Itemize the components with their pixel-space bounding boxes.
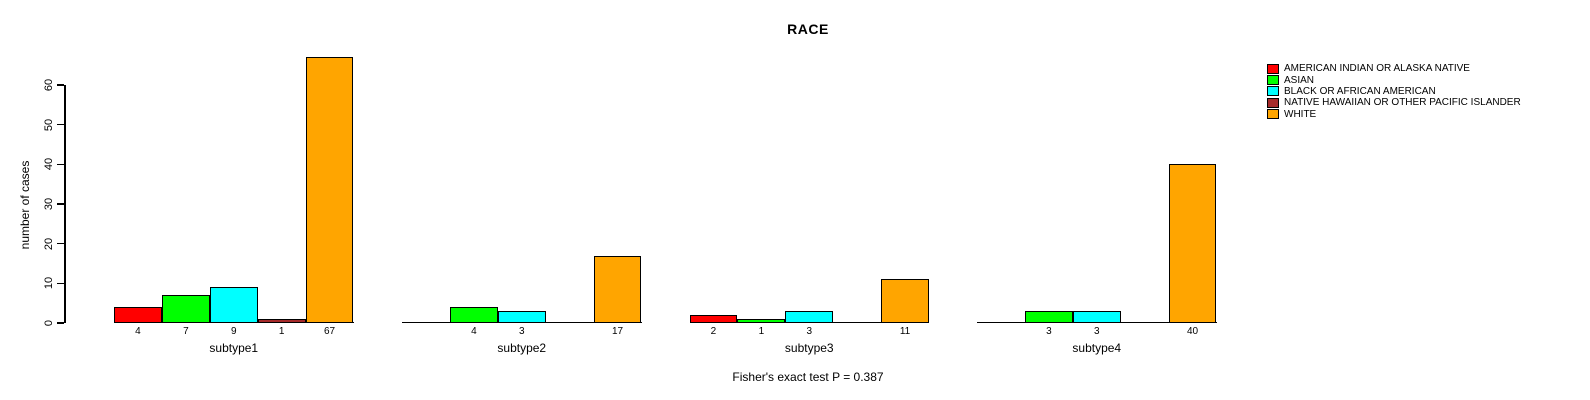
bar-value-label: 3 <box>518 326 525 337</box>
category-label: subtype1 <box>209 341 259 355</box>
bar-value-label: 1 <box>278 326 285 337</box>
y-axis-tick <box>57 203 64 205</box>
legend-swatch <box>1267 63 1279 74</box>
y-axis-tick <box>57 84 64 86</box>
y-axis-tick <box>57 242 64 245</box>
bar <box>737 319 786 323</box>
bar <box>689 315 738 323</box>
bar <box>593 255 642 323</box>
y-axis-line <box>64 85 66 323</box>
legend-swatch <box>1267 86 1279 97</box>
bar <box>1168 164 1217 323</box>
chart-title: RACE <box>787 21 829 37</box>
bar-value-label: 1 <box>758 326 765 337</box>
y-axis-tick <box>57 163 64 166</box>
bar-value-label: 3 <box>806 326 813 337</box>
bar <box>1024 311 1073 323</box>
legend-swatch <box>1267 109 1279 120</box>
y-axis-tick-label: 20 <box>43 237 55 250</box>
legend-label: BLACK OR AFRICAN AMERICAN <box>1284 85 1436 97</box>
bar-value-label: 3 <box>1046 326 1052 337</box>
legend-item: NATIVE HAWAIIAN OR OTHER PACIFIC ISLANDE… <box>1267 97 1521 108</box>
bar-value-label: 4 <box>135 326 141 337</box>
category-label: subtype3 <box>784 341 834 355</box>
y-axis-tick <box>57 123 64 126</box>
bar <box>257 319 306 323</box>
y-axis-tick-label: 30 <box>43 197 55 211</box>
legend-item: ASIAN <box>1267 74 1521 86</box>
bar-value-label: 9 <box>230 326 237 337</box>
y-axis-tick-label: 50 <box>43 118 55 131</box>
bar <box>785 311 834 323</box>
category-label: subtype4 <box>1072 341 1122 355</box>
y-axis-tick-label: 10 <box>43 277 55 290</box>
bar-value-label: 67 <box>323 326 336 337</box>
legend-swatch <box>1267 97 1279 108</box>
legend-item: WHITE <box>1267 109 1521 120</box>
bar <box>114 307 162 323</box>
y-axis-tick <box>57 282 64 285</box>
y-axis-tick <box>57 322 64 324</box>
legend-label: NATIVE HAWAIIAN OR OTHER PACIFIC ISLANDE… <box>1284 97 1521 109</box>
legend-item: AMERICAN INDIAN OR ALASKA NATIVE <box>1267 63 1521 74</box>
bar <box>881 279 929 323</box>
legend-label: WHITE <box>1284 108 1317 120</box>
bar <box>209 287 258 323</box>
bar <box>449 307 498 323</box>
bar <box>305 57 354 323</box>
y-axis-label: number of cases <box>18 160 32 250</box>
bar-value-label: 4 <box>471 326 477 337</box>
legend-label: ASIAN <box>1284 74 1315 86</box>
y-axis-tick-label: 40 <box>43 158 55 171</box>
y-axis-tick-label: 60 <box>43 78 55 92</box>
legend-item: BLACK OR AFRICAN AMERICAN <box>1267 86 1521 97</box>
bar-value-label: 17 <box>611 326 624 337</box>
bar-value-label: 11 <box>899 326 911 337</box>
category-label: subtype2 <box>497 341 547 355</box>
bar <box>161 295 210 323</box>
bar-value-label: 40 <box>1186 326 1199 337</box>
bar <box>1072 311 1121 323</box>
bar-value-label: 7 <box>183 326 189 337</box>
bar-value-label: 3 <box>1093 326 1100 337</box>
legend-label: AMERICAN INDIAN OR ALASKA NATIVE <box>1284 63 1470 75</box>
legend-swatch <box>1267 75 1279 86</box>
legend: AMERICAN INDIAN OR ALASKA NATIVE ASIAN BLA… <box>1267 63 1521 120</box>
y-axis-tick-label: 0 <box>43 319 55 327</box>
bar-value-label: 2 <box>710 326 717 337</box>
stat-test-caption: Fisher's exact test P = 0.387 <box>732 370 884 384</box>
bar <box>497 311 546 323</box>
